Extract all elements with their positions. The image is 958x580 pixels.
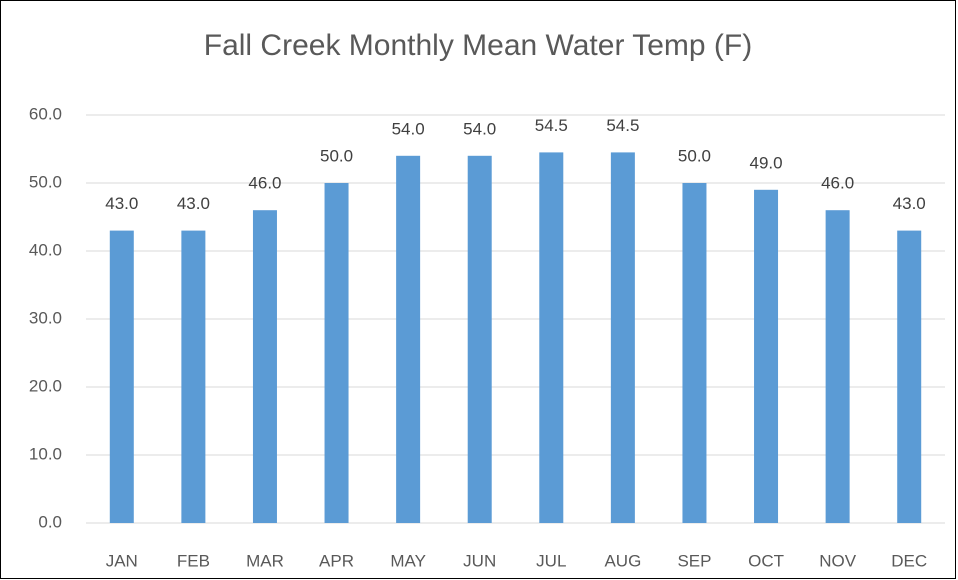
bar [754, 189, 779, 524]
value-label: 43.0 [105, 194, 138, 213]
y-tick-label: 40.0 [29, 240, 62, 259]
bar [467, 155, 492, 524]
y-tick-label: 30.0 [29, 308, 62, 327]
bar [324, 183, 349, 523]
value-label: 54.0 [392, 119, 425, 138]
y-tick-label: 10.0 [29, 444, 62, 463]
bar [181, 230, 206, 523]
value-label: 46.0 [248, 174, 281, 193]
y-tick-label: 20.0 [29, 376, 62, 395]
x-tick-label: JAN [106, 551, 138, 570]
chart-title: Fall Creek Monthly Mean Water Temp (F) [204, 29, 752, 62]
bar [897, 230, 922, 523]
value-label: 50.0 [678, 146, 711, 165]
bar [825, 210, 850, 523]
bar [396, 155, 421, 524]
value-label: 43.0 [893, 194, 926, 213]
bar [252, 210, 277, 523]
value-label: 54.5 [535, 116, 568, 135]
value-label: 49.0 [749, 153, 782, 172]
bar [682, 183, 707, 523]
y-tick-label: 0.0 [38, 512, 62, 531]
x-tick-label: NOV [819, 551, 857, 570]
bar [610, 152, 635, 523]
y-tick-label: 60.0 [29, 104, 62, 123]
x-tick-label: SEP [677, 551, 711, 570]
y-tick-label: 50.0 [29, 172, 62, 191]
x-tick-label: JUN [463, 551, 496, 570]
value-label: 46.0 [821, 174, 854, 193]
value-label: 54.5 [606, 116, 639, 135]
value-label: 54.0 [463, 119, 496, 138]
x-tick-label: FEB [177, 551, 210, 570]
value-label: 50.0 [320, 146, 353, 165]
x-tick-label: AUG [604, 551, 641, 570]
bar [539, 152, 564, 523]
x-tick-label: DEC [891, 551, 927, 570]
x-tick-label: MAR [246, 551, 284, 570]
x-tick-label: JUL [536, 551, 566, 570]
bar [109, 230, 134, 523]
x-tick-label: APR [319, 551, 354, 570]
x-tick-label: OCT [748, 551, 784, 570]
x-tick-label: MAY [390, 551, 426, 570]
value-label: 43.0 [177, 194, 210, 213]
